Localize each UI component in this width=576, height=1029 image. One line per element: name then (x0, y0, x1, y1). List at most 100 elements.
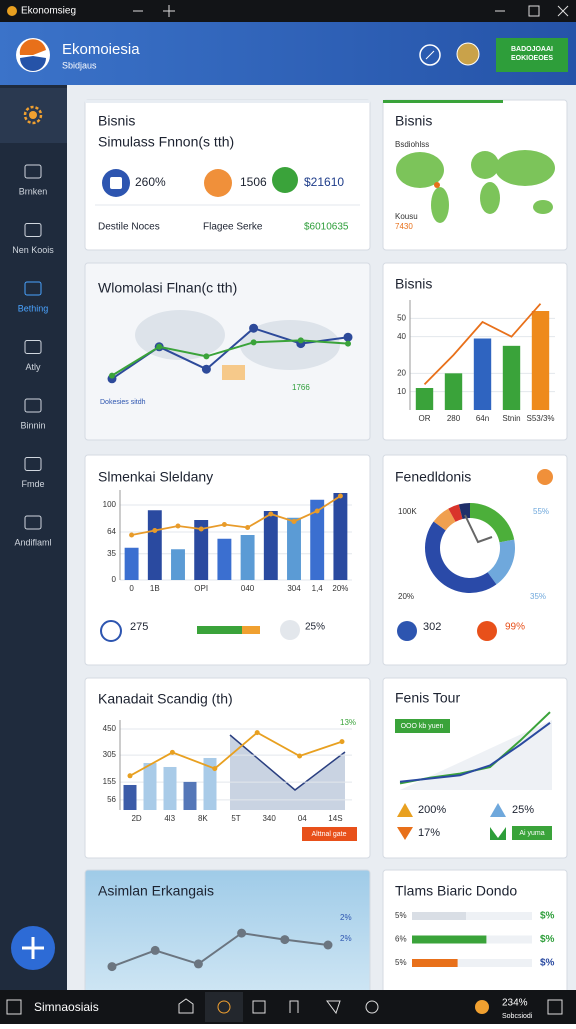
nav-icon[interactable] (24, 223, 42, 237)
y-tick-label: 40 (397, 332, 406, 341)
trend-point (152, 528, 158, 533)
app-icon (7, 6, 17, 16)
close[interactable] (557, 5, 569, 17)
trend-point (339, 739, 345, 745)
bar (123, 784, 137, 810)
bar (415, 388, 434, 410)
label: 2% (340, 934, 352, 943)
nav-icon[interactable] (24, 164, 42, 179)
stat-icon (272, 167, 298, 193)
map-patch (222, 365, 245, 380)
card-title: Tlams Biaric Dondo (395, 883, 517, 899)
nav-label: Brnken (19, 186, 48, 196)
logo (19, 39, 46, 55)
stat-value: 25% (305, 622, 325, 633)
stat-value: 275 (130, 621, 148, 633)
nav-label: Fmde (21, 479, 44, 489)
maximize[interactable] (528, 5, 540, 17)
bar (124, 547, 139, 580)
line (111, 339, 349, 377)
taskbar-icon[interactable] (6, 999, 22, 1015)
point (297, 337, 304, 344)
y-tick-label: 50 (397, 313, 406, 322)
donut-label: 20% (398, 592, 414, 601)
x-tick-label: 2D (131, 814, 141, 823)
trend-point (297, 753, 303, 759)
label: 2% (340, 913, 352, 922)
bar (147, 510, 162, 580)
nav-label: Atly (25, 362, 41, 372)
nav-label: Bething (18, 303, 49, 313)
row-end: $% (540, 958, 555, 969)
tag-text: Ai yuma (519, 830, 544, 837)
progress-bar (412, 935, 487, 944)
point (249, 323, 259, 333)
y-tick-label: 0 (112, 575, 117, 584)
row-label: 5% (395, 958, 407, 967)
footer-value: $6010635 (304, 222, 349, 233)
x-tick-label: 1,4 (312, 584, 324, 593)
add-icon (22, 937, 44, 959)
card (382, 454, 568, 666)
y-tick-label: 450 (103, 724, 117, 733)
sidebar-items: Brnken Nen Koois Bething Atly Binnin Fmde Andi… (12, 164, 54, 547)
bar (143, 763, 157, 810)
map-pin (434, 182, 440, 188)
row-end: $% (540, 911, 555, 922)
note: 13% (340, 718, 356, 727)
progress (197, 626, 242, 634)
card-title: Bisnis (395, 113, 432, 129)
taskbar-active[interactable] (205, 992, 243, 1022)
card-title: Wlomolasi Flnan(c tth) (98, 280, 237, 296)
map-label: Bsdiohlss (395, 140, 429, 149)
stat-value: 25% (512, 804, 534, 816)
trend-point (127, 773, 133, 779)
trend-point (268, 511, 274, 517)
badge-text: BADOJOAAI (511, 46, 553, 53)
y-tick-label: 64 (107, 527, 116, 536)
x-tick-label: 280 (447, 414, 461, 423)
bar (473, 338, 492, 410)
trend-point (198, 526, 204, 532)
stat-value: 302 (423, 621, 441, 633)
emblem (456, 42, 480, 66)
nav-icon[interactable] (24, 340, 42, 354)
trend-point (129, 532, 135, 538)
taskbar-icons[interactable] (178, 998, 563, 1015)
stat-icon (110, 177, 122, 189)
tray-value: 234% (502, 998, 528, 1009)
badge[interactable] (302, 827, 357, 841)
app-title: Ekomoiesia (62, 41, 140, 58)
point (193, 959, 203, 969)
donut-segment (433, 508, 456, 531)
caption: Dokesies sitdh (100, 399, 146, 406)
x-tick-label: 340 (262, 814, 276, 823)
nav-icon[interactable] (24, 457, 42, 471)
trend-line (423, 303, 542, 385)
y-tick-label: 155 (103, 777, 117, 786)
stat-value: 200% (418, 804, 446, 816)
trend-point (221, 522, 227, 527)
world-map (396, 150, 555, 223)
track (412, 959, 532, 967)
x-tick-label: 5T (231, 814, 240, 823)
bar (203, 757, 217, 810)
nav-icon[interactable] (24, 515, 42, 530)
stat-icon (490, 827, 506, 840)
bar (171, 549, 185, 580)
bar (183, 781, 197, 810)
donut-label: 35% (530, 592, 546, 601)
sun-icon (23, 105, 43, 125)
window-title: Ekonomsieg (21, 6, 76, 17)
tray-caption: Sobcsiodi (502, 1013, 533, 1020)
menu-icon[interactable] (537, 469, 553, 485)
x-tick-label: 20% (332, 584, 348, 593)
badge[interactable] (496, 38, 568, 72)
bar (310, 499, 325, 580)
nav-icon[interactable] (24, 281, 42, 296)
nav-icon[interactable] (24, 398, 42, 413)
compass-button[interactable] (419, 44, 441, 66)
point (150, 945, 160, 955)
stat-value: 99% (505, 622, 525, 633)
